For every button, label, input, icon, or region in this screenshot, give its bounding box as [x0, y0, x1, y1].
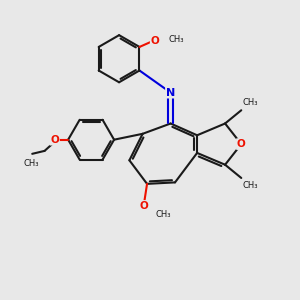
Text: CH₃: CH₃: [243, 181, 258, 190]
Text: O: O: [50, 135, 59, 145]
Text: O: O: [151, 36, 160, 46]
Text: CH₃: CH₃: [243, 98, 258, 107]
Text: N: N: [166, 88, 175, 98]
Text: CH₃: CH₃: [168, 35, 184, 44]
Text: O: O: [140, 201, 148, 211]
Text: CH₃: CH₃: [23, 159, 38, 168]
Text: O: O: [237, 139, 246, 149]
Text: CH₃: CH₃: [155, 210, 171, 219]
